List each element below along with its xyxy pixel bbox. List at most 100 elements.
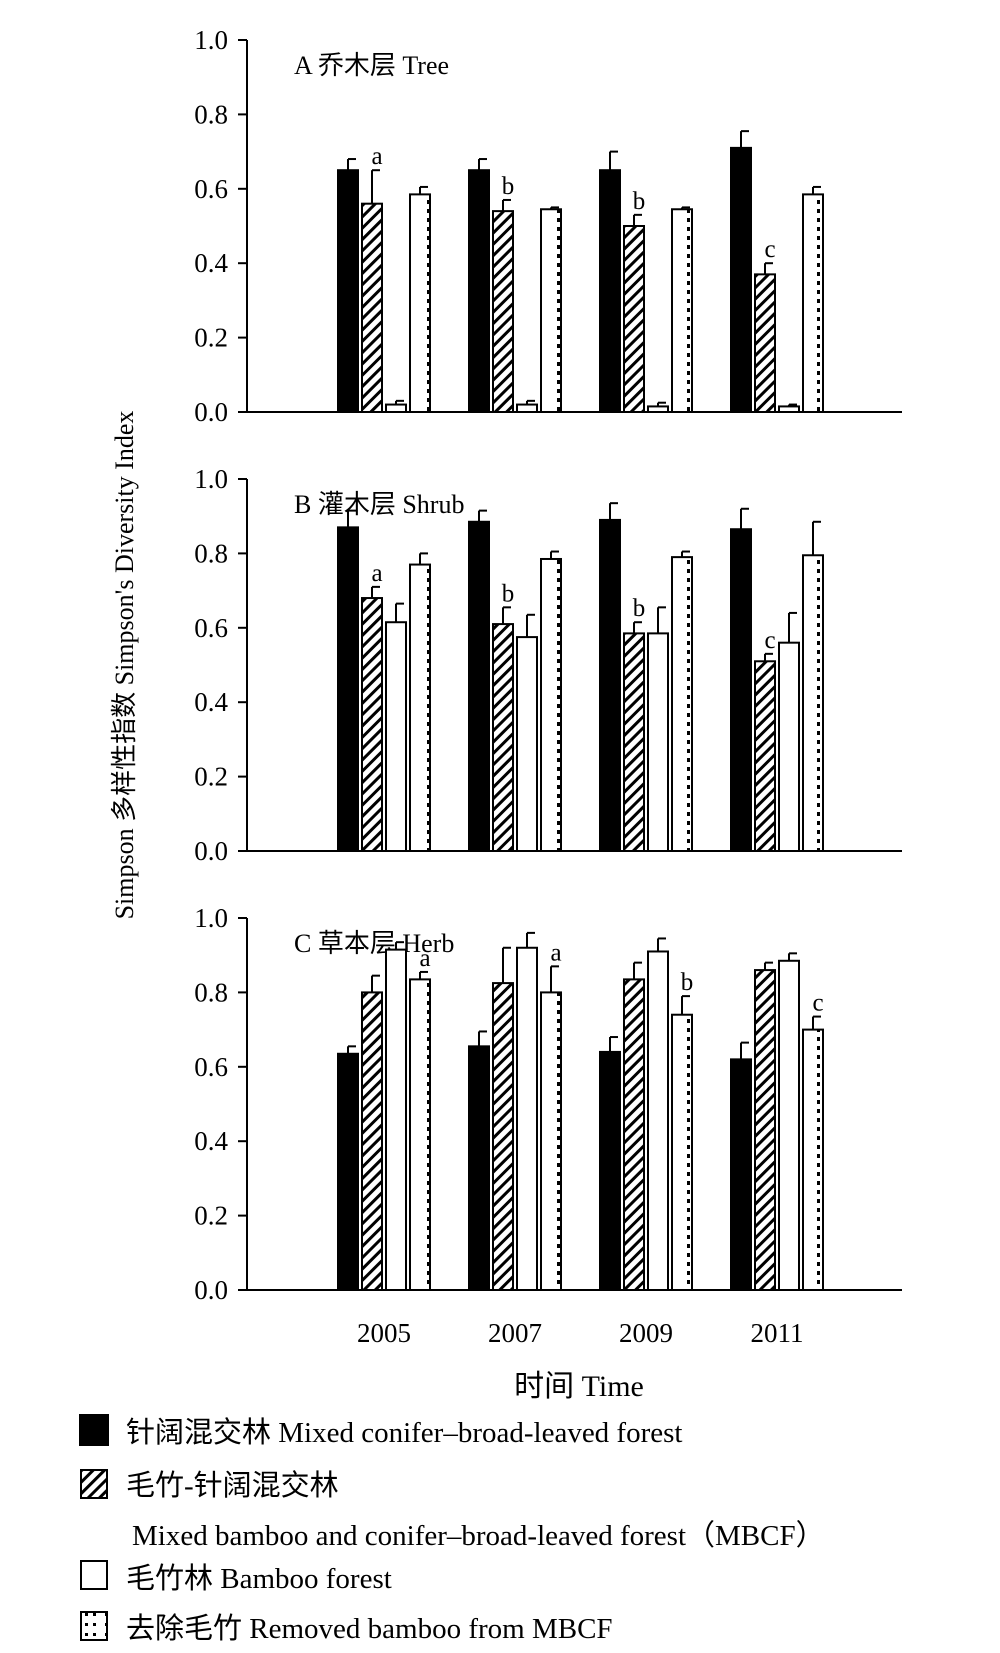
bar-hatch xyxy=(492,210,514,413)
legend-swatch-empty xyxy=(80,1560,108,1590)
y-tick-label: 1.0 xyxy=(194,464,228,494)
bar-dotted xyxy=(671,556,693,852)
bar-dotted xyxy=(802,554,824,852)
significance-letter: b xyxy=(502,580,515,607)
bar-dotted xyxy=(540,991,562,1292)
bar-solid xyxy=(599,169,621,413)
bar-dotted xyxy=(671,1013,693,1291)
x-tick-label: 2005 xyxy=(357,1318,411,1348)
bar-dotted xyxy=(409,193,431,413)
bar-hatch xyxy=(623,632,645,852)
bar-dotted xyxy=(540,557,562,852)
bar-dotted xyxy=(540,208,562,413)
x-tick-label: 2009 xyxy=(619,1318,673,1348)
significance-letter: a xyxy=(371,143,382,170)
bar-empty xyxy=(778,959,800,1292)
x-tick-label: 2011 xyxy=(751,1318,804,1348)
y-tick-label: 0.6 xyxy=(194,1052,228,1082)
bar-dotted xyxy=(802,193,824,413)
x-axis-label: 时间 Time xyxy=(514,1370,644,1403)
bar-hatch xyxy=(623,978,645,1291)
bar-empty xyxy=(647,405,669,414)
y-tick-label: 1.0 xyxy=(194,903,228,933)
bar-hatch xyxy=(754,273,776,413)
bar-solid xyxy=(337,1052,359,1292)
x-tick-label: 2007 xyxy=(488,1318,542,1348)
bar-solid xyxy=(337,526,359,852)
significance-letter: b xyxy=(633,188,646,215)
significance-letter: b xyxy=(502,173,515,200)
bar-hatch xyxy=(754,969,776,1292)
bar-solid xyxy=(468,1045,490,1291)
bar-hatch xyxy=(754,660,776,853)
significance-letter: c xyxy=(812,990,823,1017)
panel-title: C 草本层 Herb xyxy=(294,929,454,958)
legend-swatch-solid xyxy=(79,1414,109,1446)
y-tick-label: 0.4 xyxy=(194,248,228,278)
panel-title: B 灌木层 Shrub xyxy=(294,490,464,519)
y-tick-label: 0.8 xyxy=(194,977,228,1007)
bar-dotted xyxy=(409,978,431,1291)
legend-label: Mixed bamboo and conifer–broad-leaved fo… xyxy=(132,1520,825,1552)
significance-letter: a xyxy=(550,939,561,966)
bar-solid xyxy=(730,1058,752,1291)
significance-letter: b xyxy=(681,969,694,996)
bar-empty xyxy=(778,405,800,414)
y-axis-label: Simpson 多样性指数 Simpson's Diversity Index xyxy=(110,411,139,920)
y-tick-label: 0.2 xyxy=(194,762,228,792)
legend-label: 毛竹-针阔混交林 xyxy=(126,1469,339,1502)
panel-title: A 乔木层 Tree xyxy=(294,51,449,80)
bar-empty xyxy=(385,948,407,1291)
bar-solid xyxy=(468,520,490,853)
y-tick-label: 0.0 xyxy=(194,1275,228,1305)
legend-label: 毛竹林 Bamboo forest xyxy=(126,1562,392,1595)
bar-empty xyxy=(647,632,669,852)
y-tick-label: 0.8 xyxy=(194,538,228,568)
bar-hatch xyxy=(623,225,645,413)
legend: 针阔混交林 Mixed conifer–broad-leaved forest … xyxy=(79,1414,825,1645)
bar-solid xyxy=(337,169,359,413)
legend-label: 去除毛竹 Removed bamboo from MBCF xyxy=(126,1612,613,1645)
bar-hatch xyxy=(361,597,383,852)
y-tick-label: 0.4 xyxy=(194,1126,228,1156)
bar-empty xyxy=(516,946,538,1291)
significance-letter: c xyxy=(764,627,775,654)
significance-letter: b xyxy=(633,595,646,622)
significance-letter: c xyxy=(764,236,775,263)
chart-panel: 0.0 0.2 0.4 0.6 0.8 1.0 A 乔木层 Tree a b b c xyxy=(194,25,902,427)
y-tick-label: 0.8 xyxy=(194,99,228,129)
bar-dotted xyxy=(671,208,693,413)
y-tick-label: 0.6 xyxy=(194,613,228,643)
y-tick-label: 0.0 xyxy=(194,836,228,866)
bar-solid xyxy=(599,518,621,852)
y-tick-label: 1.0 xyxy=(194,25,228,55)
chart-panel: 0.0 0.2 0.4 0.6 0.8 1.0 B 灌木层 Shrub a b b c xyxy=(194,464,902,866)
legend-label: 针阔混交林 Mixed conifer–broad-leaved forest xyxy=(126,1416,682,1449)
bar-hatch xyxy=(492,623,514,853)
bar-empty xyxy=(647,950,669,1291)
significance-letter: a xyxy=(419,945,430,972)
bar-hatch xyxy=(492,982,514,1291)
bar-empty xyxy=(516,403,538,413)
legend-swatch-hatch xyxy=(80,1469,108,1499)
bar-empty xyxy=(516,636,538,852)
bar-dotted xyxy=(409,563,431,852)
bar-solid xyxy=(468,169,490,413)
y-tick-label: 0.2 xyxy=(194,323,228,353)
bar-empty xyxy=(385,621,407,852)
bar-solid xyxy=(599,1050,621,1292)
y-tick-label: 0.2 xyxy=(194,1201,228,1231)
y-tick-label: 0.4 xyxy=(194,687,228,717)
bar-solid xyxy=(730,528,752,852)
bar-hatch xyxy=(361,991,383,1292)
bar-empty xyxy=(385,403,407,413)
y-tick-label: 0.0 xyxy=(194,397,228,427)
significance-letter: a xyxy=(371,560,382,587)
legend-swatch-dotted xyxy=(80,1611,108,1641)
y-tick-label: 0.6 xyxy=(194,174,228,204)
bar-empty xyxy=(778,641,800,852)
bar-hatch xyxy=(361,202,383,413)
bar-dotted xyxy=(802,1028,824,1291)
